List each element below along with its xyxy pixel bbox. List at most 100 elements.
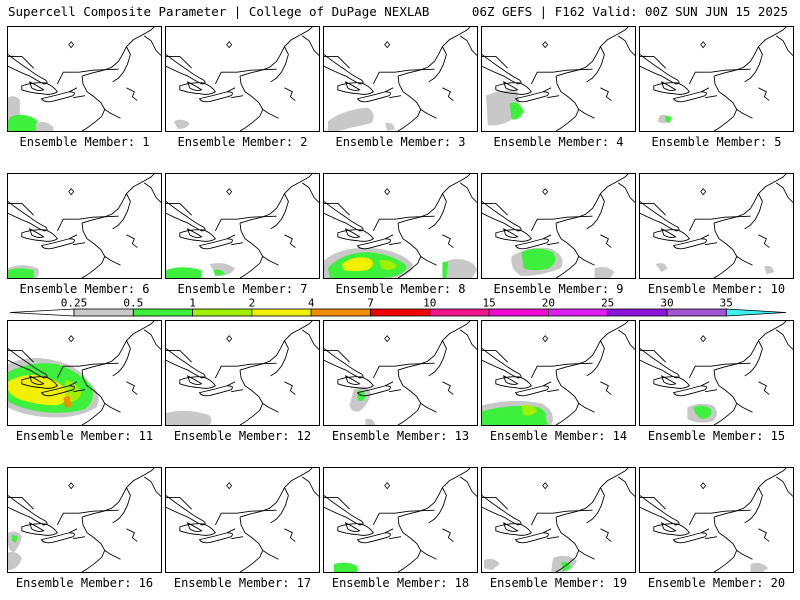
colorbar-tick-label: 1	[189, 297, 196, 310]
colorbar-segment	[370, 308, 431, 317]
ensemble-map-panel	[481, 26, 636, 132]
scp-contour-fill	[8, 374, 68, 406]
ensemble-member-label: Ensemble Member: 14	[489, 429, 628, 443]
map-canvas	[324, 468, 477, 572]
colorbar-tick-label: 30	[660, 297, 673, 310]
scp-contour-fill	[764, 265, 775, 275]
state-border	[324, 496, 435, 540]
coastline	[555, 321, 635, 425]
coastline	[555, 27, 635, 131]
great-lakes	[640, 201, 707, 250]
state-border	[640, 349, 751, 393]
ensemble-map-panel	[7, 26, 162, 132]
colorbar-segment	[429, 308, 490, 317]
colorbar-tick-label: 15	[482, 297, 495, 310]
ensemble-member-label: Ensemble Member: 11	[15, 429, 154, 443]
ensemble-map-panel	[165, 173, 320, 279]
coastline	[713, 27, 793, 131]
great-lakes	[640, 54, 707, 103]
map-canvas	[640, 27, 793, 131]
title-left: Supercell Composite Parameter | College …	[8, 4, 430, 19]
ensemble-map-panel	[165, 467, 320, 573]
location-marker-icon	[226, 482, 233, 490]
colorbar-segment	[666, 308, 727, 317]
ensemble-member-label: Ensemble Member: 5	[651, 135, 782, 149]
scp-contour-fill	[8, 551, 22, 571]
state-border	[8, 496, 119, 540]
state-border	[324, 202, 435, 246]
ensemble-map-panel	[639, 173, 794, 279]
ensemble-member-label: Ensemble Member: 10	[647, 282, 786, 296]
map-canvas	[166, 27, 319, 131]
scp-contour-fill	[341, 257, 373, 272]
location-marker-icon	[700, 188, 707, 196]
location-marker-icon	[542, 41, 549, 49]
great-lakes	[324, 54, 391, 103]
great-lakes	[324, 495, 391, 544]
colorbar-tick-label: 2	[249, 297, 256, 310]
scp-contour-fill	[63, 395, 72, 410]
great-lakes	[8, 348, 75, 397]
location-marker-icon	[700, 335, 707, 343]
ensemble-map-panel	[639, 26, 794, 132]
scp-contour-fill	[521, 248, 556, 271]
location-marker-icon	[68, 482, 75, 490]
state-border	[482, 496, 593, 540]
scp-contour-fill	[509, 102, 524, 120]
state-border	[640, 202, 751, 246]
ensemble-member-label: Ensemble Member: 20	[647, 576, 786, 590]
location-marker-icon	[384, 41, 391, 49]
colorbar-tick-label: 20	[542, 297, 555, 310]
map-canvas	[8, 321, 161, 425]
great-lakes	[8, 201, 75, 250]
coastline	[397, 27, 477, 131]
scp-contour-fill	[750, 562, 769, 572]
scp-contour-fill	[665, 115, 672, 124]
coastline	[713, 468, 793, 572]
ensemble-map-panel	[639, 320, 794, 426]
map-canvas	[8, 468, 161, 572]
ensemble-member-label: Ensemble Member: 7	[177, 282, 308, 296]
ensemble-map-panel	[165, 26, 320, 132]
colorbar-tick-label: 4	[308, 297, 315, 310]
scp-contour-fill	[545, 414, 554, 424]
location-marker-icon	[68, 41, 75, 49]
great-lakes	[324, 348, 391, 397]
coastline	[239, 468, 319, 572]
scp-contour-fill	[166, 410, 212, 425]
state-border	[640, 496, 751, 540]
coastline	[713, 321, 793, 425]
colorbar-segment	[192, 308, 253, 317]
location-marker-icon	[226, 188, 233, 196]
coastline	[239, 321, 319, 425]
map-canvas	[166, 468, 319, 572]
scp-contour-fill	[483, 558, 500, 571]
location-marker-icon	[68, 188, 75, 196]
colorbar-segment	[725, 308, 787, 317]
coastline	[555, 468, 635, 572]
scp-contour-fill	[379, 259, 398, 270]
scp-contour-fill	[560, 561, 571, 572]
state-border	[8, 55, 119, 99]
state-border	[482, 202, 593, 246]
coastline	[81, 174, 161, 278]
scp-contour-fill	[213, 269, 226, 277]
ensemble-map-panel	[323, 320, 478, 426]
state-border	[166, 496, 277, 540]
location-marker-icon	[542, 335, 549, 343]
colorbar-segment	[132, 308, 194, 317]
colorbar-tick-label: 25	[601, 297, 614, 310]
scp-contour-fill	[485, 90, 520, 126]
great-lakes	[166, 495, 233, 544]
scp-contour-fill	[333, 562, 358, 572]
ensemble-member-label: Ensemble Member: 2	[177, 135, 308, 149]
location-marker-icon	[700, 482, 707, 490]
map-canvas	[482, 321, 635, 425]
ensemble-map-panel	[481, 320, 636, 426]
state-border	[166, 202, 277, 246]
colorbar-tick-label: 7	[367, 297, 374, 310]
scp-contour-fill	[35, 121, 54, 131]
map-canvas	[482, 174, 635, 278]
colorbar-segment	[310, 308, 371, 317]
location-marker-icon	[384, 335, 391, 343]
